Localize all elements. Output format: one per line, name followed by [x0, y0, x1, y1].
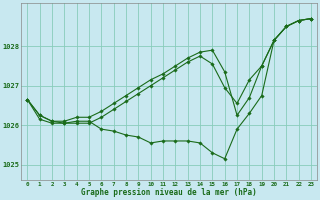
X-axis label: Graphe pression niveau de la mer (hPa): Graphe pression niveau de la mer (hPa) [81, 188, 257, 197]
